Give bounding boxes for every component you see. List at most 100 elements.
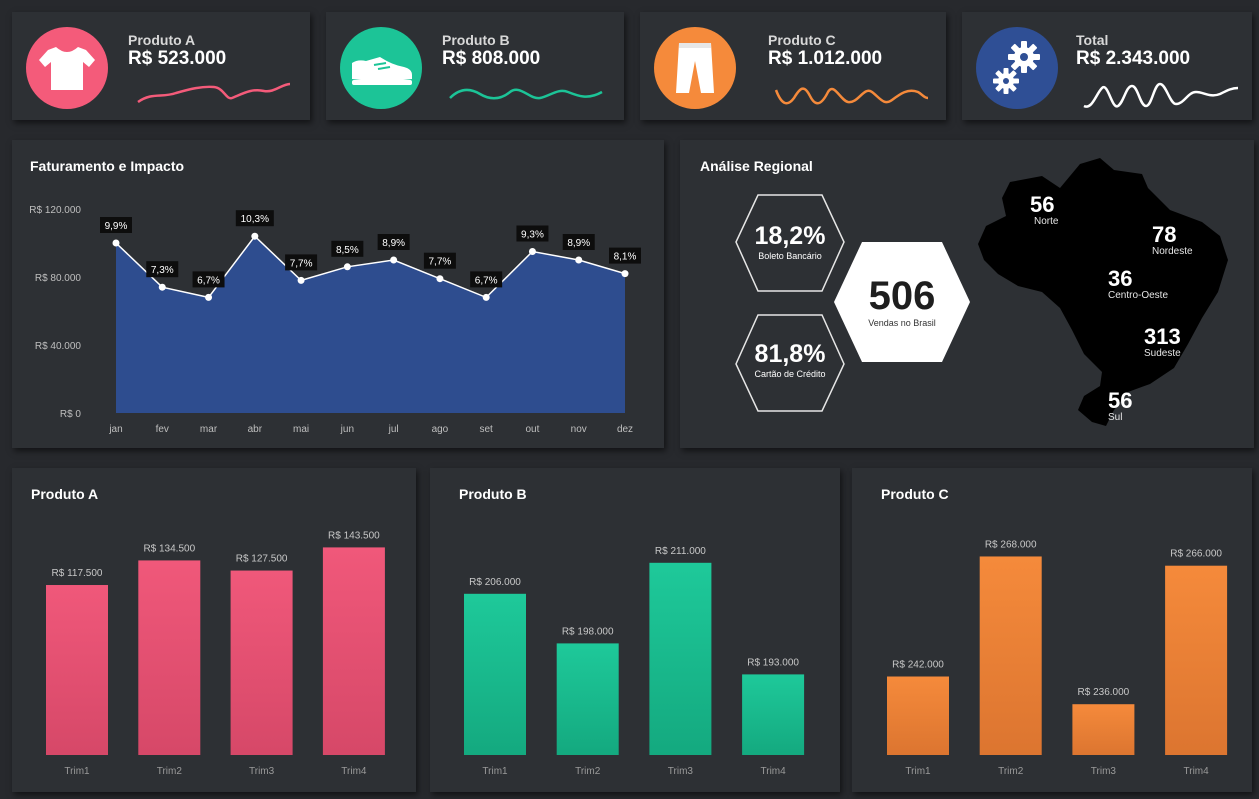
region-name: Sul: [1108, 412, 1123, 423]
bar-value-label: R$ 266.000: [1170, 549, 1222, 560]
x-tick-label: jun: [340, 424, 354, 435]
kpi-value: R$ 2.343.000: [1076, 48, 1191, 69]
bar-value-label: R$ 127.500: [236, 554, 288, 565]
boleto-value: 18,2%: [754, 222, 826, 250]
kpi-value: R$ 808.000: [442, 48, 541, 69]
x-tick-label: Trim4: [1184, 766, 1210, 777]
y-tick-label: R$ 120.000: [29, 205, 81, 216]
data-label-bg: [331, 240, 364, 257]
x-tick-label: fev: [156, 424, 169, 435]
product-a-bar-chart: R$ 117.500 Trim1 R$ 134.500 Trim2 R$ 127.500…: [46, 530, 385, 777]
x-tick-label: Trim3: [1091, 766, 1117, 777]
data-label-bg: [562, 234, 595, 250]
x-tick-label: Trim1: [905, 766, 931, 777]
x-tick-label: Trim4: [341, 766, 367, 777]
x-tick-label: Trim4: [761, 766, 787, 777]
bar-value-label: R$ 198.000: [562, 626, 614, 637]
product-c-title: Produto C: [881, 486, 949, 502]
cartao-label: Cartão de Crédito: [754, 369, 826, 379]
cartao-stat: 81,8% Cartão de Crédito: [736, 340, 844, 379]
data-point: [575, 256, 583, 264]
bar: [556, 643, 619, 755]
region-value: 56: [1030, 192, 1055, 217]
revenue-title: Faturamento e Impacto: [30, 158, 185, 174]
bar-value-label: R$ 206.000: [469, 577, 521, 588]
data-point: [436, 275, 444, 283]
bar-value-label: R$ 211.000: [655, 546, 706, 557]
product-a-title: Produto A: [31, 486, 99, 502]
data-point: [297, 276, 305, 284]
kpi-label: Produto A: [128, 32, 196, 48]
x-tick-label: jul: [388, 424, 399, 435]
data-label-bg: [285, 254, 318, 271]
data-label-bg: [423, 252, 456, 269]
region-nordeste: 78 Nordeste: [1152, 222, 1193, 258]
bar: [322, 547, 385, 755]
boleto-hexagon: [735, 194, 845, 292]
data-label: 9,9%: [105, 221, 128, 232]
y-tick-label: R$ 40.000: [35, 341, 82, 352]
data-label: 6,7%: [475, 275, 498, 286]
brazil-map: [978, 158, 1228, 426]
x-tick-label: jan: [108, 424, 122, 435]
kpi-card-produto-b: Produto B R$ 808.000: [326, 12, 624, 120]
bar-value-label: R$ 242.000: [892, 660, 944, 671]
bar: [46, 585, 108, 755]
kpi-label: Total: [1076, 32, 1109, 48]
area-fill: [116, 236, 625, 413]
x-tick-label: ago: [432, 424, 449, 435]
data-label: 7,7%: [290, 258, 313, 269]
data-point: [343, 263, 351, 271]
region-centro-oeste: 36 Centro-Oeste: [1108, 268, 1168, 302]
vendas-value: 506: [868, 274, 936, 318]
kpi-label: Produto C: [768, 32, 836, 48]
data-label: 8,1%: [614, 252, 637, 263]
pants-icon: [654, 27, 736, 109]
data-label: 7,3%: [151, 265, 174, 276]
bar-value-label: R$ 268.000: [985, 539, 1037, 550]
kpi-label: Produto B: [442, 32, 510, 48]
x-tick-label: Trim2: [157, 766, 183, 777]
regional-card: Análise Regional 18,2% Boleto Bancário 8…: [680, 140, 1254, 448]
product-b-bar-chart: R$ 206.000 Trim1 R$ 198.000 Trim2 R$ 211.000…: [464, 546, 805, 777]
x-tick-label: mai: [293, 424, 309, 435]
data-point: [251, 232, 259, 240]
regional-graphics: [735, 158, 1228, 426]
kpi-sparkline: [1083, 82, 1239, 108]
data-label-bg: [192, 271, 225, 288]
boleto-stat: 18,2% Boleto Bancário: [736, 222, 844, 261]
data-point: [158, 283, 166, 291]
region-value: 313: [1144, 324, 1181, 349]
product-c-bar-chart: R$ 242.000 Trim1 R$ 268.000 Trim2 R$ 236.000…: [887, 539, 1228, 777]
revenue-area-chart: R$ 0 R$ 40.000 R$ 80.000 R$ 120.000 9,9% jan 7…: [29, 205, 641, 435]
shoe-icon: [340, 27, 422, 109]
region-sudeste: 313 Sudeste: [1144, 324, 1181, 360]
data-label: 7,7%: [429, 257, 452, 268]
data-label: 6,7%: [197, 275, 220, 286]
bar: [138, 560, 201, 755]
data-point: [621, 270, 629, 278]
data-point: [528, 248, 536, 255]
bar: [1072, 704, 1135, 755]
cartao-hexagon: [735, 314, 845, 412]
region-value: 78: [1152, 222, 1177, 247]
bar-value-label: R$ 143.500: [328, 530, 380, 541]
data-label: 10,3%: [241, 214, 269, 225]
product-c-card: Produto C R$ 242.000 Trim1 R$ 268.000 Trim2…: [852, 468, 1252, 792]
bar: [464, 593, 526, 755]
bar: [1165, 565, 1228, 755]
x-tick-label: Trim2: [575, 766, 601, 777]
data-point: [112, 239, 120, 247]
data-point: [205, 293, 213, 301]
product-a-card: Produto A R$ 117.500 Trim1 R$ 134.500 Trim2…: [12, 468, 416, 792]
kpi-value: R$ 523.000: [128, 48, 227, 69]
cartao-value: 81,8%: [754, 340, 826, 368]
data-label: 8,9%: [382, 238, 405, 249]
data-point: [390, 256, 398, 264]
vendas-label: Vendas no Brasil: [868, 318, 936, 328]
data-label-bg: [609, 247, 641, 264]
gears-icon: [976, 27, 1058, 109]
x-tick-label: set: [480, 424, 494, 435]
x-tick-label: Trim1: [64, 766, 90, 777]
bar-value-label: R$ 117.500: [52, 568, 103, 579]
